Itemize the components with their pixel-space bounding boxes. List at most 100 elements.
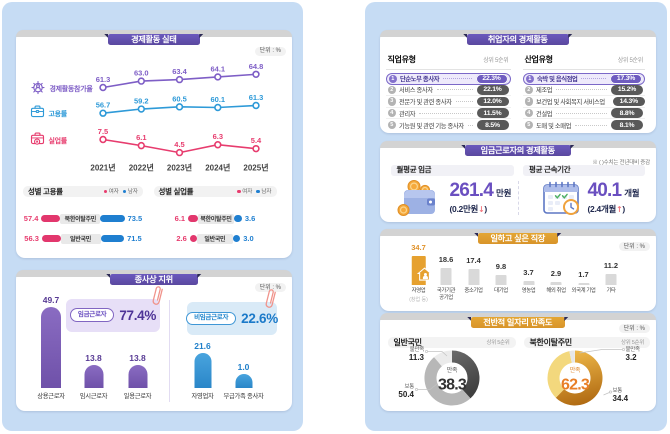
bar-label: 대기업 — [494, 288, 508, 295]
gender-row: 2.6 일반국민 3.0 — [154, 234, 277, 244]
data-point-marker — [99, 83, 107, 92]
callout-neutral: 보통 50.4 — [398, 384, 414, 400]
panel-job-satisfaction: 전반적 일자리 만족도 단위 : % 일반국민 상위 5순위 북한이탈주민 상위… — [379, 313, 656, 411]
rank-label: 보건업 및 사회복지 서비스업 — [536, 98, 605, 106]
donut-segment-만족 — [452, 350, 480, 399]
rank-number: 5 — [387, 120, 396, 130]
data-point-marker — [214, 103, 222, 112]
bar-label: 임시근로자 — [79, 393, 108, 400]
monthly-wage-header: 월평균 임금 — [390, 165, 514, 176]
tenure-stat: 40.1 개월 (2.4개월↑) — [588, 181, 640, 215]
legend-employment-rate: 고용률 — [30, 104, 67, 124]
unit-label: 단위 : % — [618, 242, 650, 251]
data-point-marker — [137, 77, 146, 85]
legend-participation-rate: 경제활동참가율 — [30, 79, 93, 100]
bar-value: 34.7 — [411, 242, 426, 252]
top5-badge: 상위 5순위 — [483, 58, 509, 64]
rank-label: 제조업 — [536, 87, 553, 95]
legend-male: 남자 — [256, 187, 272, 195]
data-point-value: 60.5 — [172, 94, 187, 103]
female-value: 56.3 — [24, 234, 39, 244]
rank-value: 8.5% — [476, 120, 509, 130]
donut-chart: 만족 38.3 — [424, 350, 480, 406]
rank-number: 3 — [387, 97, 396, 106]
panel-title: 임금근로자의 경제활동 — [480, 146, 556, 156]
rank-row-1: 1 단순노무 종사자 22.3% — [385, 73, 511, 85]
row-label: 북한이탈주민 — [198, 214, 234, 224]
data-point-value: 63.0 — [134, 69, 149, 78]
data-point-value: 64.1 — [210, 64, 225, 73]
rank-number: 5 — [524, 120, 533, 130]
donut-center-value: 38.3 — [438, 377, 467, 394]
data-point-marker — [99, 135, 107, 144]
panel-title: 취업자의 경제활동 — [487, 35, 548, 45]
rank-label: 숙박 및 음식점업 — [537, 76, 578, 84]
bar-value: 1.7 — [578, 269, 589, 279]
bar-label: 영농업 — [521, 288, 536, 295]
male-value: 3.0 — [243, 234, 254, 244]
data-point-value: 7.5 — [98, 127, 108, 136]
panel-title-ribbon: 일하고 싶은 직장 — [477, 232, 558, 244]
male-dot-icon — [122, 189, 127, 194]
rank-row-5: 5 기능원 및 관련 기능 종사자 8.5% — [386, 119, 511, 131]
nonwage-worker-pill: 비임금근로자 — [186, 311, 237, 326]
house-icon — [416, 267, 432, 286]
group-name: 일반국민 — [393, 337, 423, 347]
legend-female: 여자 — [103, 187, 119, 195]
column-title: 직업유형 — [387, 55, 417, 64]
data-point-marker — [214, 141, 222, 149]
section-title: 성별 고용률 — [28, 186, 63, 196]
calendar-icon — [540, 179, 582, 222]
data-point-marker — [252, 144, 260, 153]
rank-number: 1 — [388, 74, 397, 84]
bar-label: 국가기관 공기업 — [436, 288, 456, 301]
panel-title: 종사상 지위 — [134, 275, 173, 285]
rank-value: 15.2% — [611, 85, 643, 95]
data-point-marker — [175, 148, 184, 157]
donut-defector: 만족 62.3 — [545, 348, 605, 408]
bar-shape — [235, 373, 252, 388]
rank-number: 4 — [524, 108, 533, 118]
wage-worker-callout: 임금근로자 77.4% — [66, 298, 160, 332]
data-point-value: 60.1 — [210, 95, 225, 104]
data-point-value: 59.2 — [134, 97, 149, 106]
briefcase-x-icon — [30, 131, 45, 151]
data-point-value: 6.3 — [213, 132, 223, 141]
panel-title-ribbon: 종사상 지위 — [109, 273, 198, 285]
bar-value: 3.7 — [523, 267, 534, 277]
bar-shape — [495, 275, 507, 286]
donut-segment-만족 — [555, 350, 602, 406]
panel-economic-activity: 경제활동 실태 단위 : % 경제활동참가율 고용률 — [15, 30, 292, 258]
bar-shape — [578, 282, 589, 286]
group-name: 북한이탈주민 — [529, 337, 573, 347]
section-header: 성별 고용률 여자 남자 — [23, 186, 143, 197]
bar-label: 일용근로자 — [123, 393, 152, 400]
bar-value: 49.7 — [42, 295, 60, 305]
female-bar — [188, 215, 198, 223]
tenure-value: 40.1 — [587, 180, 623, 201]
female-dot-icon — [103, 189, 108, 194]
male-value: 71.5 — [127, 234, 142, 244]
rank-value: 8.8% — [611, 108, 643, 118]
bar-shape — [84, 365, 103, 388]
bar-value: 2.9 — [550, 268, 562, 278]
vertical-dashed-divider — [518, 181, 519, 215]
male-bar — [234, 215, 242, 223]
rank-number: 2 — [387, 85, 396, 95]
bar-label: 중소기업 — [464, 288, 483, 295]
donut-segment-보통 — [546, 351, 572, 398]
dotted-leader — [419, 112, 473, 114]
male-value: 3.6 — [244, 214, 256, 224]
rank-row-3: 3 보건업 및 사회복지 서비스업 14.3% — [522, 96, 645, 108]
nonwage-worker-callout: 비임금근로자 22.6% — [186, 302, 278, 335]
legend-label: 실업률 — [48, 138, 68, 145]
gear-icon — [30, 79, 46, 100]
bar-value: 13.8 — [85, 353, 102, 364]
wage-unit: 만원 — [496, 188, 512, 198]
dotted-leader — [436, 89, 473, 91]
x-axis-year-label: 2022년 — [129, 163, 154, 173]
female-value: 57.4 — [23, 214, 39, 224]
tenure-header: 평균 근속기간 — [523, 165, 645, 176]
female-dot-icon — [237, 189, 241, 194]
wage-worker-percent: 77.4% — [119, 307, 157, 323]
